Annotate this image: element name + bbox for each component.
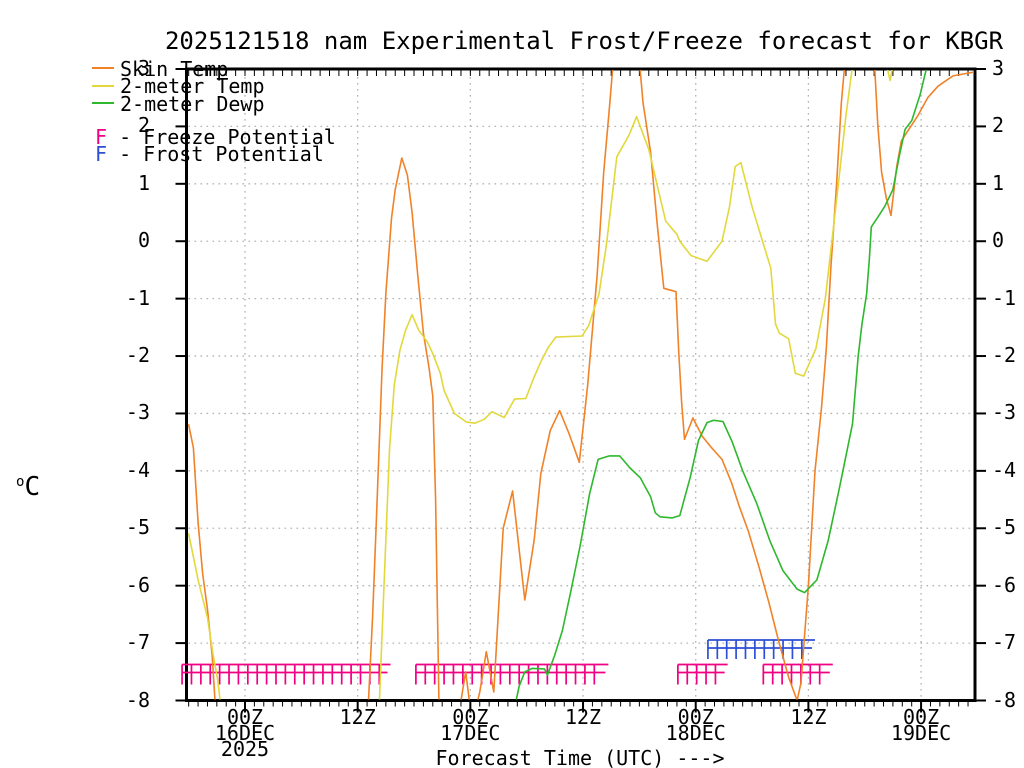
- y-tick-label-left: 1: [137, 170, 150, 195]
- x-tick-label: 00Z: [677, 705, 714, 729]
- y-tick-label-right: -6: [992, 572, 1017, 597]
- x-tick-label: 12Z: [790, 705, 827, 729]
- y-axis-unit-degree: o: [16, 474, 25, 490]
- x-axis-label: Forecast Time (UTC) --->: [435, 746, 725, 768]
- skin-temp-line: [187, 70, 974, 700]
- legend-dewp-label: 2-meter Dewp: [120, 92, 265, 116]
- y-axis-unit-celsius: C: [24, 472, 41, 502]
- legend-temp2m-label: 2-meter Temp: [120, 74, 265, 98]
- y-tick-label-left: 0: [137, 228, 150, 253]
- y-tick-label-left: 3: [137, 56, 150, 80]
- legend-freeze-label: - Freeze Potential: [107, 124, 336, 149]
- x-tick-label: 00Z: [226, 705, 264, 729]
- y-tick-label-left: -7: [125, 630, 150, 655]
- plot-frame: [185, 67, 977, 702]
- y-tick-label-right: 0: [992, 228, 1005, 253]
- freeze-potential-markers: [181, 663, 833, 685]
- frost-potential-markers: [707, 639, 815, 659]
- legend-dewp-line-swatch: [92, 102, 114, 104]
- legend-frost-marker: F: [95, 142, 108, 166]
- y-tick-label-left: -6: [125, 572, 150, 597]
- x-tick-label: 19DEC: [890, 721, 952, 745]
- dewp-2m-line: [515, 70, 927, 700]
- y-tick-label-right: -7: [992, 630, 1017, 655]
- y-tick-label-right: -3: [992, 400, 1017, 425]
- x-tick-label: 00Z: [903, 705, 940, 729]
- x-tick-label: 12Z: [339, 705, 376, 729]
- y-tick-label-left: 2: [137, 113, 150, 138]
- y-tick-label-left: -5: [125, 515, 150, 540]
- temp-2m-line: [187, 70, 893, 700]
- legend-freeze-item: F - Freeze Potential: [95, 127, 336, 147]
- y-tick-label-left: -8: [125, 687, 150, 712]
- y-tick-label-left: -3: [125, 400, 150, 425]
- legend-skin-line-swatch: [92, 67, 114, 69]
- y-tick-label-right: 3: [992, 56, 1005, 80]
- y-tick-label-right: -5: [992, 515, 1017, 540]
- y-tick-label-left: -4: [125, 457, 150, 482]
- x-tick-label: 00Z: [452, 705, 489, 729]
- x-tick-label: 18DEC: [665, 721, 726, 745]
- chart-title: 2025121518 nam Experimental Frost/Freeze…: [164, 27, 1004, 55]
- x-tick-label: 2025: [220, 737, 270, 761]
- x-tick-label: 17DEC: [440, 721, 501, 745]
- y-tick-label-left: -1: [125, 285, 150, 310]
- y-tick-label-right: 2: [992, 113, 1005, 138]
- y-tick-label-right: -1: [992, 285, 1017, 310]
- x-tick-label: 16DEC: [214, 721, 276, 745]
- y-tick-label-right: -8: [992, 687, 1017, 712]
- y-tick-label-right: -2: [992, 343, 1017, 368]
- legend-freeze-marker: F: [95, 124, 108, 149]
- y-axis-unit-label: oC: [16, 474, 40, 500]
- legend-temp2m-line-swatch: [92, 84, 114, 87]
- legend-skin-label: Skin Temp: [120, 57, 229, 81]
- x-tick-label: 12Z: [564, 705, 602, 729]
- legend-frost-item: F - Frost Potential: [95, 144, 324, 164]
- y-tick-label-right: -4: [992, 457, 1017, 482]
- legend-frost-label: - Frost Potential: [107, 142, 324, 166]
- y-tick-label-right: 1: [992, 170, 1005, 195]
- y-tick-label-left: -2: [125, 343, 150, 368]
